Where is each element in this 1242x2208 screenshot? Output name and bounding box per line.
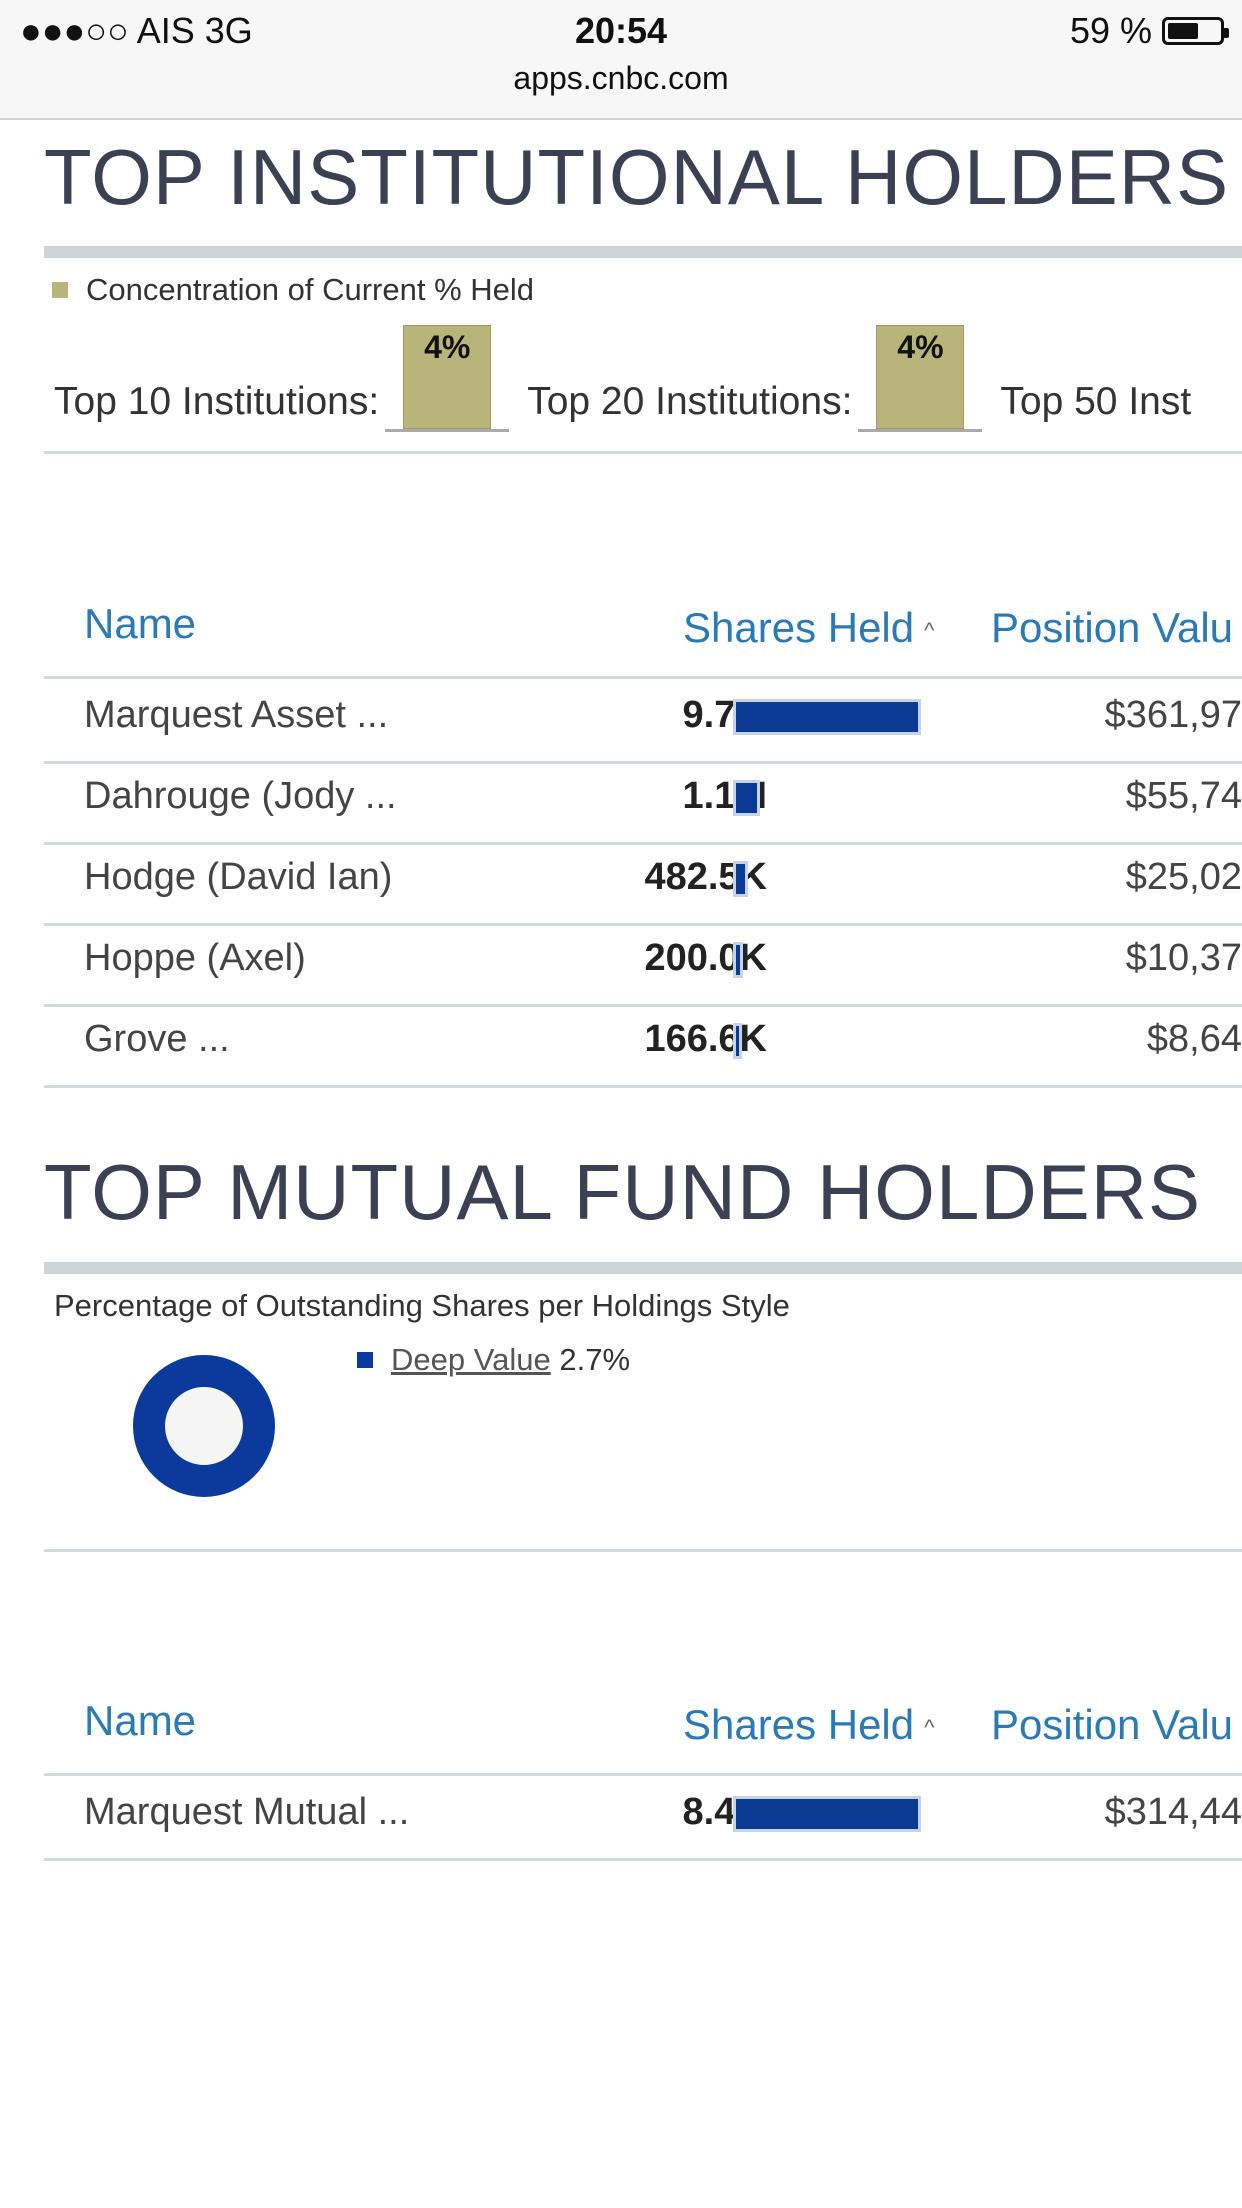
table-row[interactable]: Grove ... 166.6K $8,64 bbox=[44, 1004, 1242, 1088]
top50-label: Top 50 Inst bbox=[1000, 380, 1192, 423]
top10-concentration-bar: 4% bbox=[385, 325, 510, 432]
battery-icon bbox=[1162, 17, 1229, 45]
table-row[interactable]: Dahrouge (Jody ... 1.1M $55,74 bbox=[44, 761, 1242, 845]
deep-value-link[interactable]: Deep Value bbox=[391, 1342, 551, 1377]
sort-ascending-icon: ^ bbox=[924, 617, 935, 643]
holder-name[interactable]: Hodge (David Ian) bbox=[84, 856, 393, 898]
divider bbox=[44, 1549, 1242, 1552]
shares-bar bbox=[736, 945, 740, 975]
shares-bar bbox=[736, 702, 918, 732]
shares-held: 166.6K bbox=[644, 1018, 767, 1060]
concentration-legend: Concentration of Current % Held bbox=[52, 272, 534, 308]
section-divider bbox=[44, 1262, 1242, 1274]
column-header-shares-held[interactable]: Shares Held ^ bbox=[683, 1701, 934, 1749]
battery-status: 59 % bbox=[1069, 10, 1229, 52]
top10-pct: 4% bbox=[424, 329, 471, 365]
holdings-style-subtitle: Percentage of Outstanding Shares per Hol… bbox=[54, 1288, 790, 1323]
holdings-style-legend: Deep Value 2.7% bbox=[357, 1342, 630, 1378]
shares-bar bbox=[736, 864, 745, 894]
holder-name[interactable]: Grove ... bbox=[84, 1018, 230, 1060]
shares-held-label: Shares Held bbox=[683, 604, 915, 651]
shares-held: 200.0K bbox=[644, 937, 767, 979]
table-row[interactable]: Hoppe (Axel) 200.0K $10,37 bbox=[44, 923, 1242, 1007]
table-row[interactable]: Marquest Mutual ... 8.4M $314,44 bbox=[44, 1777, 1242, 1861]
table-row[interactable]: Marquest Asset ... 9.7M $361,97 bbox=[44, 680, 1242, 764]
holder-name[interactable]: Marquest Mutual ... bbox=[84, 1791, 410, 1833]
column-header-name[interactable]: Name bbox=[84, 600, 197, 647]
url-bar[interactable]: apps.cnbc.com bbox=[513, 60, 729, 96]
holdings-style-donut-chart bbox=[133, 1355, 275, 1497]
divider bbox=[44, 451, 1242, 454]
legend-square-icon bbox=[52, 282, 68, 298]
column-header-shares-held[interactable]: Shares Held ^ bbox=[683, 604, 934, 652]
legend-label: Concentration of Current % Held bbox=[86, 272, 535, 307]
status-bar: ●●●○○ AIS 3G 20:54 59 % apps.cnbc.com bbox=[0, 0, 1242, 120]
table-row[interactable]: Hodge (David Ian) 482.5K $25,02 bbox=[44, 842, 1242, 926]
shares-held-label: Shares Held bbox=[683, 1701, 915, 1748]
header-divider bbox=[44, 676, 1242, 679]
mutual-fund-holders-title: TOP MUTUAL FUND HOLDERS bbox=[44, 1148, 1202, 1236]
sort-ascending-icon: ^ bbox=[924, 1714, 935, 1740]
header-divider bbox=[44, 1773, 1242, 1776]
top10-label: Top 10 Institutions: bbox=[54, 380, 380, 423]
holder-name[interactable]: Dahrouge (Jody ... bbox=[84, 775, 397, 817]
shares-bar bbox=[736, 1799, 918, 1829]
carrier-signal: ●●●○○ AIS 3G bbox=[20, 10, 253, 51]
top20-concentration-bar: 4% bbox=[858, 325, 983, 432]
holder-name[interactable]: Marquest Asset ... bbox=[84, 694, 389, 736]
institutional-holders-title: TOP INSTITUTIONAL HOLDERS bbox=[44, 133, 1230, 221]
concentration-row: Top 10 Institutions: 4% Top 20 Instituti… bbox=[54, 325, 1191, 432]
position-value: $55,74 bbox=[1125, 775, 1242, 817]
top20-label: Top 20 Institutions: bbox=[527, 380, 853, 423]
battery-percentage: 59 % bbox=[1069, 10, 1152, 51]
position-value: $361,97 bbox=[1104, 694, 1242, 736]
holder-name[interactable]: Hoppe (Axel) bbox=[84, 937, 306, 979]
position-value: $314,44 bbox=[1104, 1791, 1242, 1833]
position-value: $10,37 bbox=[1125, 937, 1242, 979]
column-header-name[interactable]: Name bbox=[84, 1697, 197, 1744]
legend-square-icon bbox=[357, 1352, 373, 1368]
position-value: $8,64 bbox=[1146, 1018, 1242, 1060]
position-value: $25,02 bbox=[1125, 856, 1242, 898]
deep-value-pct: 2.7% bbox=[559, 1342, 631, 1377]
column-header-position-value[interactable]: Position Valu bbox=[991, 1701, 1234, 1748]
shares-bar bbox=[736, 1026, 739, 1056]
section-divider bbox=[44, 246, 1242, 258]
shares-bar bbox=[736, 783, 757, 813]
shares-held: 482.5K bbox=[644, 856, 767, 898]
top20-pct: 4% bbox=[897, 329, 944, 365]
column-header-position-value[interactable]: Position Valu bbox=[991, 604, 1234, 651]
clock: 20:54 bbox=[574, 10, 668, 51]
page-content: TOP INSTITUTIONAL HOLDERS Concentration … bbox=[0, 120, 1242, 2208]
